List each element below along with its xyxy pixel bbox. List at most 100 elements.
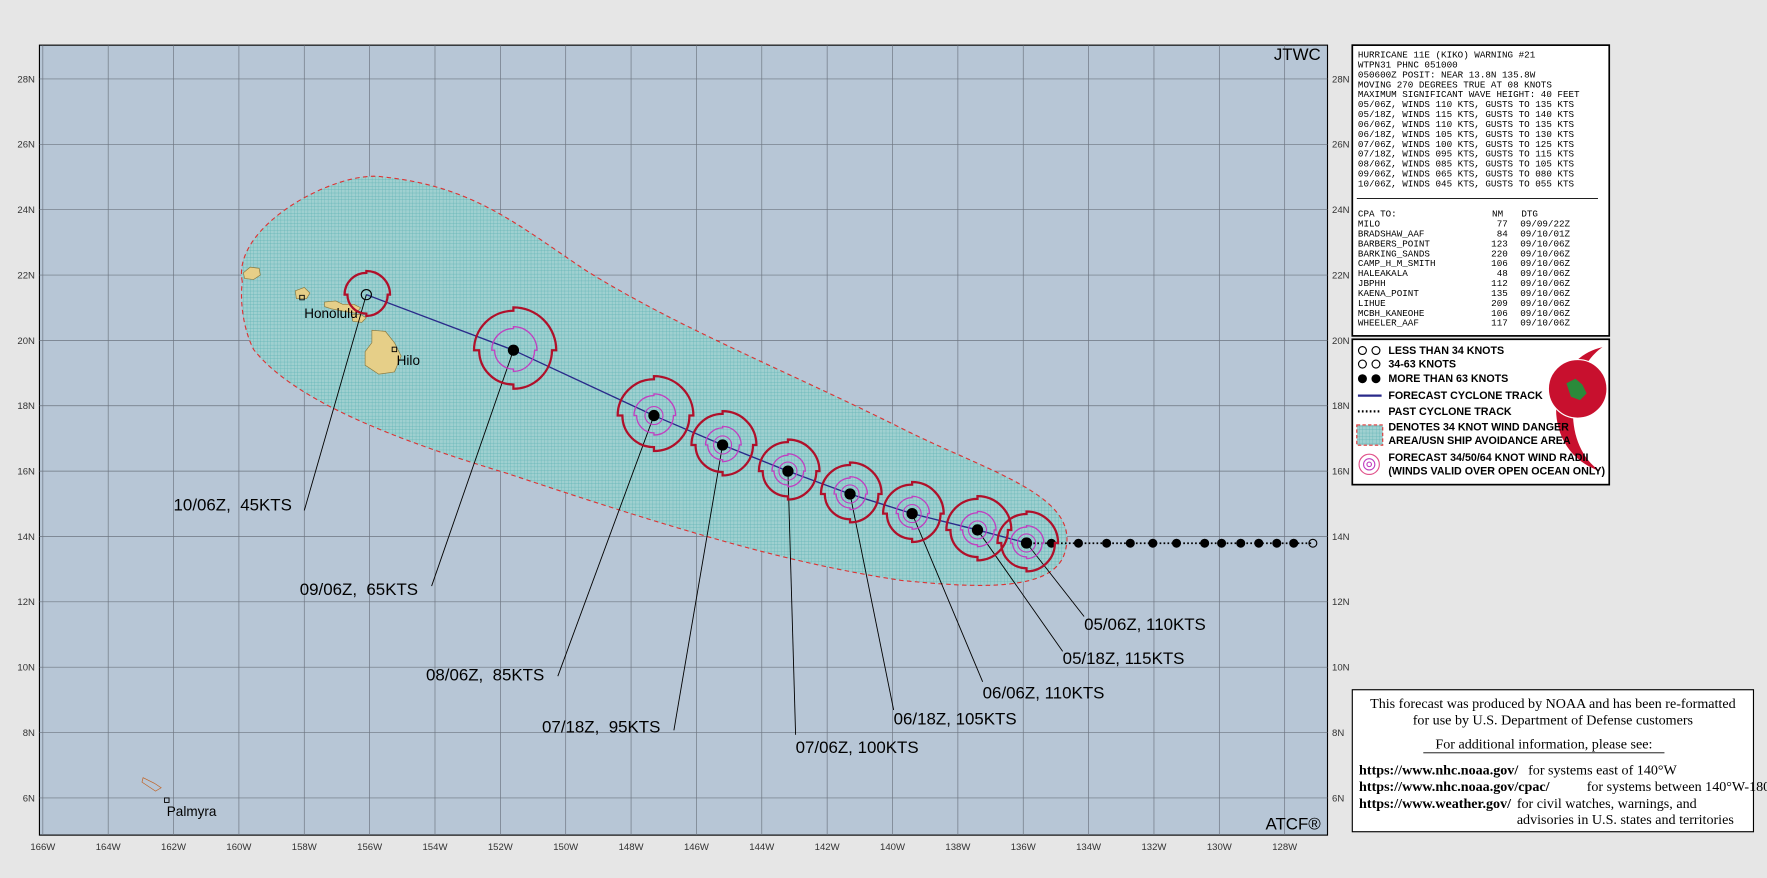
wind-radius-50kt [959,510,997,548]
legend-entry: PAST CYCLONE TRACK [1388,406,1512,418]
wind-radius-50kt [1009,524,1045,560]
cpa-time: 09/10/06Z [1520,278,1570,289]
warning-line: 050600Z POSIT: NEAR 13.8N 135.8W [1358,69,1536,80]
cpa-name: BRADSHAW_AAF [1358,228,1424,239]
lon-tick-label: 150W [553,842,578,853]
leader-line [303,294,367,511]
cpa-distance: 112 [1491,278,1508,289]
wind-radius-34kt [757,438,821,501]
lat-tick-label: 26N [1332,140,1350,151]
leader-line [673,444,724,731]
notice-url: https://www.weather.gov/ [1359,796,1512,812]
warning-line: MOVING 270 DEGREES TRUE AT 08 KNOTS [1358,79,1552,90]
lon-tick-label: 166W [30,842,55,853]
wind-radius-64kt [778,461,798,481]
warning-line: 06/18Z, WINDS 105 KTS, GUSTS TO 130 KTS [1358,129,1575,140]
lon-tick-label: 128W [1272,842,1297,853]
cpa-name: MCBH_KANEOHE [1358,308,1425,319]
warning-line: 07/18Z, WINDS 095 KTS, GUSTS TO 115 KTS [1358,149,1575,160]
lat-tick-label: 10N [1332,663,1350,674]
forecast-position [716,439,729,451]
forecast-label: 06/18Z, 105KTS [894,710,1017,729]
island [294,287,311,300]
cpa-header: NM [1492,208,1503,219]
cpa-time: 09/10/06Z [1520,258,1570,269]
warning-line: 05/06Z, WINDS 110 KTS, GUSTS TO 135 KTS [1358,99,1575,110]
lat-tick-label: 22N [17,270,35,281]
place-marker [299,294,305,301]
island [324,300,362,314]
cpa-distance: 220 [1491,248,1508,259]
leader-line [431,350,514,587]
cpa-distance: 209 [1491,298,1508,309]
notice-line: For additional information, please see: [1435,736,1652,752]
island [351,314,367,323]
past-position [1046,538,1056,548]
corner-label: ATCF® [1265,814,1321,833]
lat-tick-label: 24N [1332,205,1350,216]
forecast-label: 09/06Z, 65KTS [300,580,418,599]
forecast-label: 06/06Z, 110KTS [983,684,1105,703]
forecast-label: 08/06Z, 85KTS [426,666,544,685]
place-name: Palmyra [167,804,217,819]
leader-line [911,513,984,683]
cpa-time: 09/10/06Z [1520,308,1570,319]
lon-tick-label: 158W [292,842,317,853]
legend-symbol [1358,453,1380,476]
notice-line: This forecast was produced by NOAA and h… [1370,696,1736,712]
wind-radius-50kt [771,453,806,488]
island [364,329,402,375]
lat-tick-label: 16N [17,466,35,477]
cpa-header: DTG [1521,208,1538,219]
forecast-label: 07/06Z, 100KTS [796,738,919,757]
island [243,266,261,280]
leader-line [557,415,655,677]
wind-radius-34kt [472,306,558,390]
wind-radius-50kt [895,495,931,530]
cpa-name: WHEELER_AAF [1358,318,1419,329]
warning-line: 05/18Z, WINDS 115 KTS, GUSTS TO 140 KTS [1358,109,1575,120]
lon-tick-label: 162W [161,842,186,853]
legend-symbol [1371,359,1381,369]
lat-tick-label: 12N [17,597,35,608]
wind-radius-50kt [491,325,538,373]
legend-symbols [1356,346,1384,476]
legend-entry: (WINDS VALID OVER OPEN OCEAN ONLY) [1388,465,1605,477]
cpa-name: BARBERS_POINT [1358,238,1430,249]
past-position [1272,538,1282,548]
legend-entry: DENOTES 34 KNOT WIND DANGER [1388,422,1569,434]
lon-tick-label: 146W [684,842,709,853]
wind-radius-50kt [704,425,742,463]
wind-radius-34kt [881,480,945,544]
notice-text: This forecast was produced by NOAA and h… [1359,696,1767,828]
legend-symbol [1371,374,1381,384]
forecast-label: 07/18Z, 95KTS [542,718,660,737]
legend-entry: AREA/USN SHIP AVOIDANCE AREA [1388,435,1571,447]
legend-entry: FORECAST CYCLONE TRACK [1388,390,1543,402]
wind-radius-50kt [633,393,677,436]
warning-line: 10/06Z, WINDS 045 KTS, GUSTS TO 055 KTS [1358,178,1575,189]
islands [141,266,402,792]
cpa-distance: 117 [1491,318,1508,329]
lat-tick-label: 14N [17,532,35,543]
forecast-position [360,289,372,301]
cpa-name: KAENA_POINT [1358,288,1419,299]
place-marker [164,797,170,803]
legend-entry: FORECAST 34/50/64 KNOT WIND RADII [1388,452,1588,464]
cpa-time: 09/10/06Z [1520,288,1570,299]
notice-desc: for systems east of 140°W [1528,762,1677,778]
lon-tick-label: 144W [749,842,774,853]
cpa-name: HALEAKALA [1358,268,1408,279]
place-marker [391,346,398,353]
lat-tick-label: 8N [1332,728,1344,739]
lat-tick-label: 6N [1332,793,1344,804]
notice-desc: for civil watches, warnings, and [1517,796,1697,812]
lon-tick-label: 156W [357,842,382,853]
cpa-name: CAMP_H_M_SMITH [1358,258,1436,269]
wind-radius-34kt [616,374,695,453]
wind-radius-50kt [833,475,869,511]
warning-line: 07/06Z, WINDS 100 KTS, GUSTS TO 125 KTS [1358,139,1575,150]
notice-url: https://www.nhc.noaa.gov/ [1359,762,1519,778]
